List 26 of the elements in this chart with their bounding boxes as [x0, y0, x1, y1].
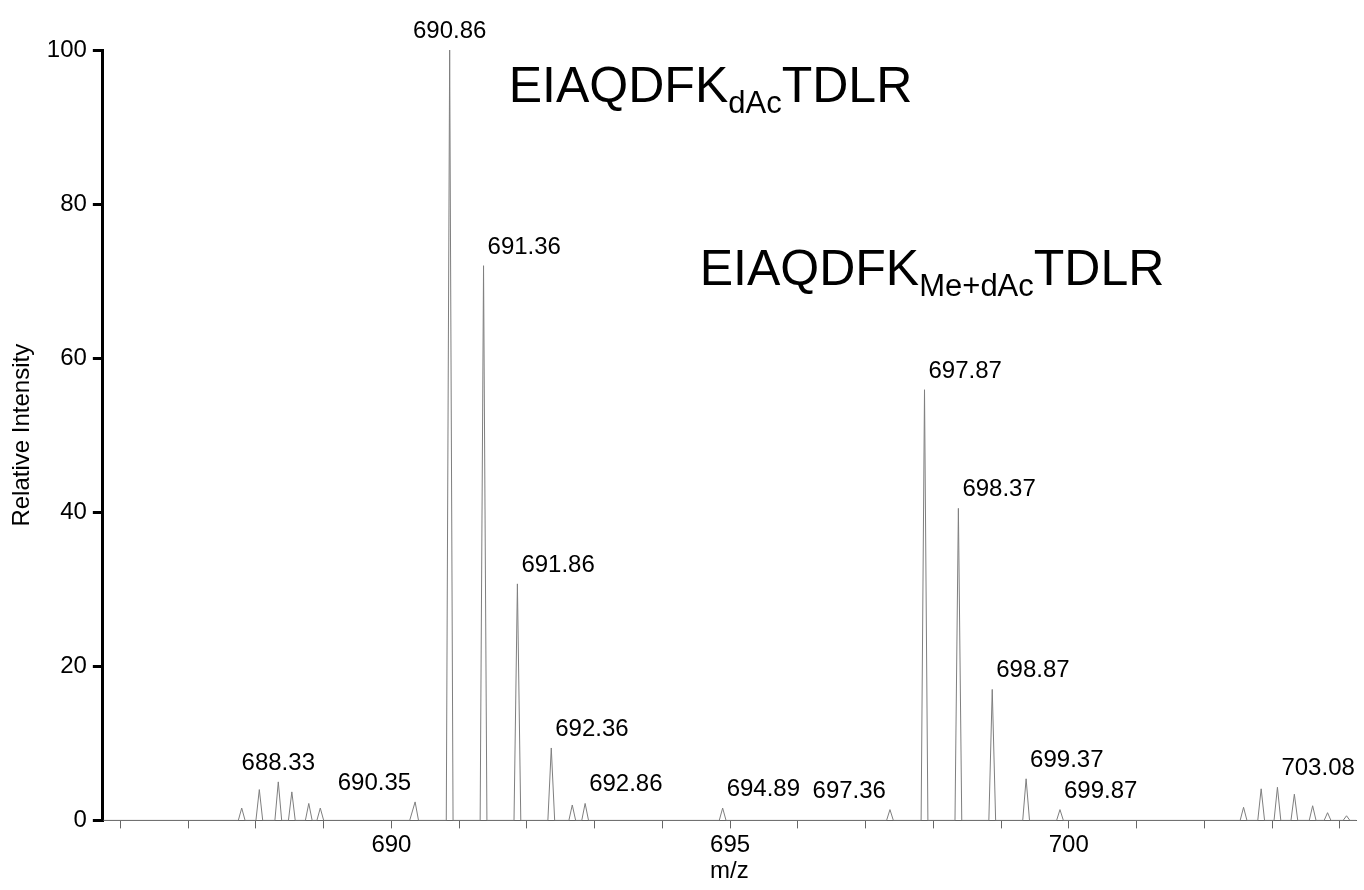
- x-tick-label: 700: [1048, 830, 1089, 858]
- annotation: 699.37: [1030, 744, 1104, 772]
- y-axis-title: Relative Intensity: [7, 343, 35, 527]
- y-tick-label: 40: [60, 496, 87, 524]
- y-tick-label: 20: [60, 650, 87, 678]
- x-tick-label: 695: [710, 830, 751, 858]
- annotation: 699.87: [1063, 775, 1138, 803]
- y-tick-label: 80: [60, 188, 87, 216]
- annotation: 688.33: [241, 747, 315, 775]
- y-tick-label: 100: [46, 34, 87, 62]
- y-tick-label: 60: [60, 342, 87, 370]
- annotation: 694.89: [726, 774, 801, 802]
- annotation: 692.36: [555, 713, 629, 741]
- annotation: 692.86: [589, 769, 663, 797]
- annotation: 690.35: [337, 767, 412, 795]
- annotation: 697.87: [928, 355, 1002, 383]
- x-axis-title: m/z: [710, 856, 749, 884]
- x-tick-label: 690: [371, 830, 412, 858]
- annotation: 698.37: [962, 474, 1036, 502]
- annotation: 691.86: [521, 549, 595, 577]
- y-tick-label: 0: [73, 805, 87, 833]
- annotation: 691.36: [487, 231, 561, 259]
- annotation: 703.08: [1281, 753, 1355, 781]
- annotation: 690.86: [412, 16, 487, 43]
- annotation: 697.36: [812, 775, 886, 803]
- annotation: 698.87: [996, 655, 1070, 683]
